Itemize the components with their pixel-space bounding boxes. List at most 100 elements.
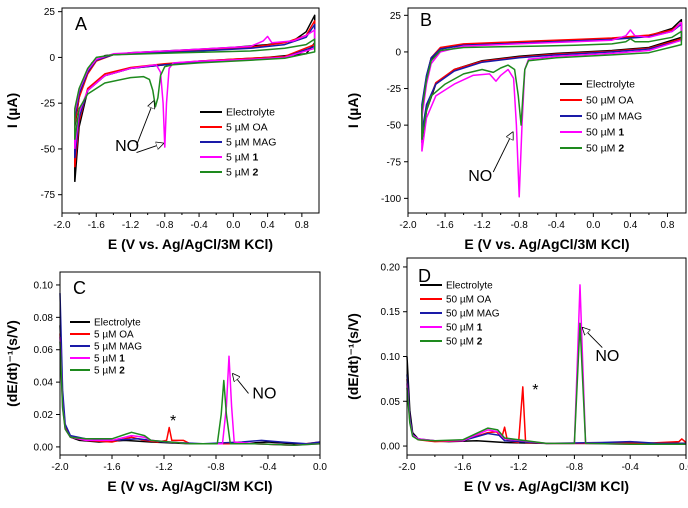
- y-axis-title: I (µA): [345, 93, 361, 128]
- x-axis-title: E (V vs. Ag/AgCl/3M KCl): [108, 236, 273, 252]
- legend-label-bold: 2: [477, 337, 483, 348]
- legend-label-bold: 1: [618, 127, 624, 139]
- x-tick-label: 0.0: [586, 220, 600, 231]
- no-annotation: NO: [468, 168, 492, 185]
- x-tick-label: 0.0: [679, 462, 688, 473]
- x-tick-label: -0.8: [156, 220, 174, 231]
- legend-label: 5 µM 1: [226, 152, 258, 164]
- annotation-arrow: [233, 374, 249, 394]
- x-tick-label: -0.8: [207, 462, 225, 473]
- x-tick-label: -1.6: [103, 462, 121, 473]
- y-tick-label: 0.00: [34, 442, 54, 453]
- y-tick-label: 0.04: [34, 378, 54, 389]
- panel-label: D: [418, 266, 431, 286]
- asterisk-annotation: *: [532, 382, 538, 399]
- y-tick-label: 0.06: [34, 345, 54, 356]
- legend-label-bold: 1: [119, 354, 125, 365]
- y-tick-label: 25: [390, 11, 402, 22]
- legend-label: 50 µM MAG: [446, 309, 500, 320]
- x-tick-label: 0.0: [226, 220, 240, 231]
- panel-label: A: [75, 14, 87, 34]
- panel-c: -2.0 -1.6 -1.2 -0.8 -0.4 0.0 0.00 0.02 0.04 0.06 0…: [4, 271, 327, 494]
- y-tick-label: 0.08: [34, 313, 54, 324]
- y-tick-label: -25: [387, 84, 402, 95]
- y-axis-title: I (µA): [4, 93, 20, 128]
- series-line-d-1: [406, 378, 687, 445]
- legend-label: 5 µM MAG: [94, 342, 142, 353]
- legend-label: 5 µM 1: [94, 354, 125, 365]
- y-tick-label: -25: [41, 99, 56, 110]
- legend-label: 5 µM OA: [94, 330, 134, 341]
- legend-label: Electrolyte: [586, 79, 635, 91]
- series-line-d-4: [406, 322, 686, 446]
- series-line-a-3: [74, 29, 316, 149]
- legend-label: 50 µM 2: [586, 143, 624, 155]
- legend-label-bold: 2: [119, 366, 125, 377]
- x-tick-label: -1.6: [436, 220, 454, 231]
- legend-label: 5 µM MAG: [226, 137, 276, 149]
- y-tick-label: 25: [44, 7, 56, 18]
- no-annotation: NO: [115, 138, 139, 155]
- plot-frame: [61, 7, 320, 214]
- legend: Electrolyte 50 µM OA 50 µM MAG 50 µM 1 50 µM…: [560, 79, 642, 155]
- x-tick-label: -1.6: [454, 462, 472, 473]
- panel-a: -2.0 -1.6 -1.2 -0.8 -0.4 0.0 0.4 0.8 25 0 -25 -50 -7…: [4, 7, 320, 252]
- y-axis-title: (dE/dt)⁻¹(s/V): [345, 313, 361, 400]
- annotation-arrow: [492, 132, 512, 173]
- x-tick-label: 0.4: [261, 220, 275, 231]
- legend-label: Electrolyte: [94, 318, 141, 329]
- series-line-b-3: [421, 21, 683, 198]
- annotation-arrow: [136, 143, 164, 154]
- legend-label: 50 µM 1: [446, 323, 483, 334]
- legend-label: 50 µM 1: [586, 127, 624, 139]
- y-axis-title: (dE/dt)⁻¹(s/V): [4, 320, 20, 407]
- panel-b: -2.0 -1.6 -1.2 -0.8 -0.4 0.0 0.4 0.8 25 0 -25 -50 -7…: [345, 7, 687, 252]
- y-tick-label: 0.10: [381, 352, 401, 363]
- annotation-arrow: [136, 101, 154, 146]
- panel-d: -2.0 -1.6 -1.2 -0.8 -0.4 0.0 0.00 0.05 0.10 0.15 0…: [345, 257, 688, 494]
- y-tick-label: -75: [387, 157, 402, 168]
- x-tick-label: -0.4: [548, 220, 566, 231]
- y-tick-label: 0.00: [381, 442, 401, 453]
- series-line-a-0: [74, 14, 316, 182]
- x-tick-label: -2.0: [53, 220, 71, 231]
- series-line-b-1: [421, 21, 683, 138]
- y-tick-label: 0.20: [381, 262, 401, 273]
- annotation-arrow: [583, 328, 603, 348]
- no-annotation: NO: [595, 348, 619, 365]
- x-tick-label: -2.0: [398, 462, 416, 473]
- legend-label-bold: 2: [252, 167, 258, 179]
- asterisk-annotation: *: [170, 413, 176, 430]
- no-annotation: NO: [252, 385, 276, 402]
- x-tick-label: -1.6: [88, 220, 106, 231]
- x-tick-label: 0.8: [295, 220, 309, 231]
- y-tick-label: 0: [49, 53, 55, 64]
- x-tick-label: -2.0: [399, 220, 417, 231]
- series-line-c-4: [59, 341, 321, 447]
- x-tick-label: -0.4: [259, 462, 277, 473]
- series-line-b-4: [421, 30, 683, 140]
- y-tick-label: 0.15: [381, 307, 401, 318]
- series-line-a-2: [74, 23, 316, 159]
- x-tick-label: 0.8: [661, 220, 675, 231]
- legend-label: 50 µM 2: [446, 337, 483, 348]
- legend-label: Electrolyte: [446, 281, 493, 292]
- legend-label: 5 µM OA: [226, 122, 268, 134]
- legend-label: 50 µM OA: [586, 95, 633, 107]
- legend-label: Electrolyte: [226, 107, 275, 119]
- x-tick-label: -1.2: [122, 220, 140, 231]
- y-tick-label: -75: [41, 190, 56, 201]
- series-line-d-0: [406, 356, 686, 445]
- series-line-d-2: [406, 374, 686, 445]
- legend-label-bold: 1: [252, 152, 258, 164]
- panel-label: B: [420, 10, 432, 30]
- y-tick-label: 0.10: [34, 280, 54, 291]
- legend-label: 50 µM MAG: [586, 111, 642, 123]
- plot-frame: [407, 7, 687, 214]
- x-tick-label: 0.0: [313, 462, 327, 473]
- x-tick-label: -0.8: [566, 462, 584, 473]
- y-tick-label: 0.02: [34, 410, 54, 421]
- x-tick-label: -0.4: [190, 220, 208, 231]
